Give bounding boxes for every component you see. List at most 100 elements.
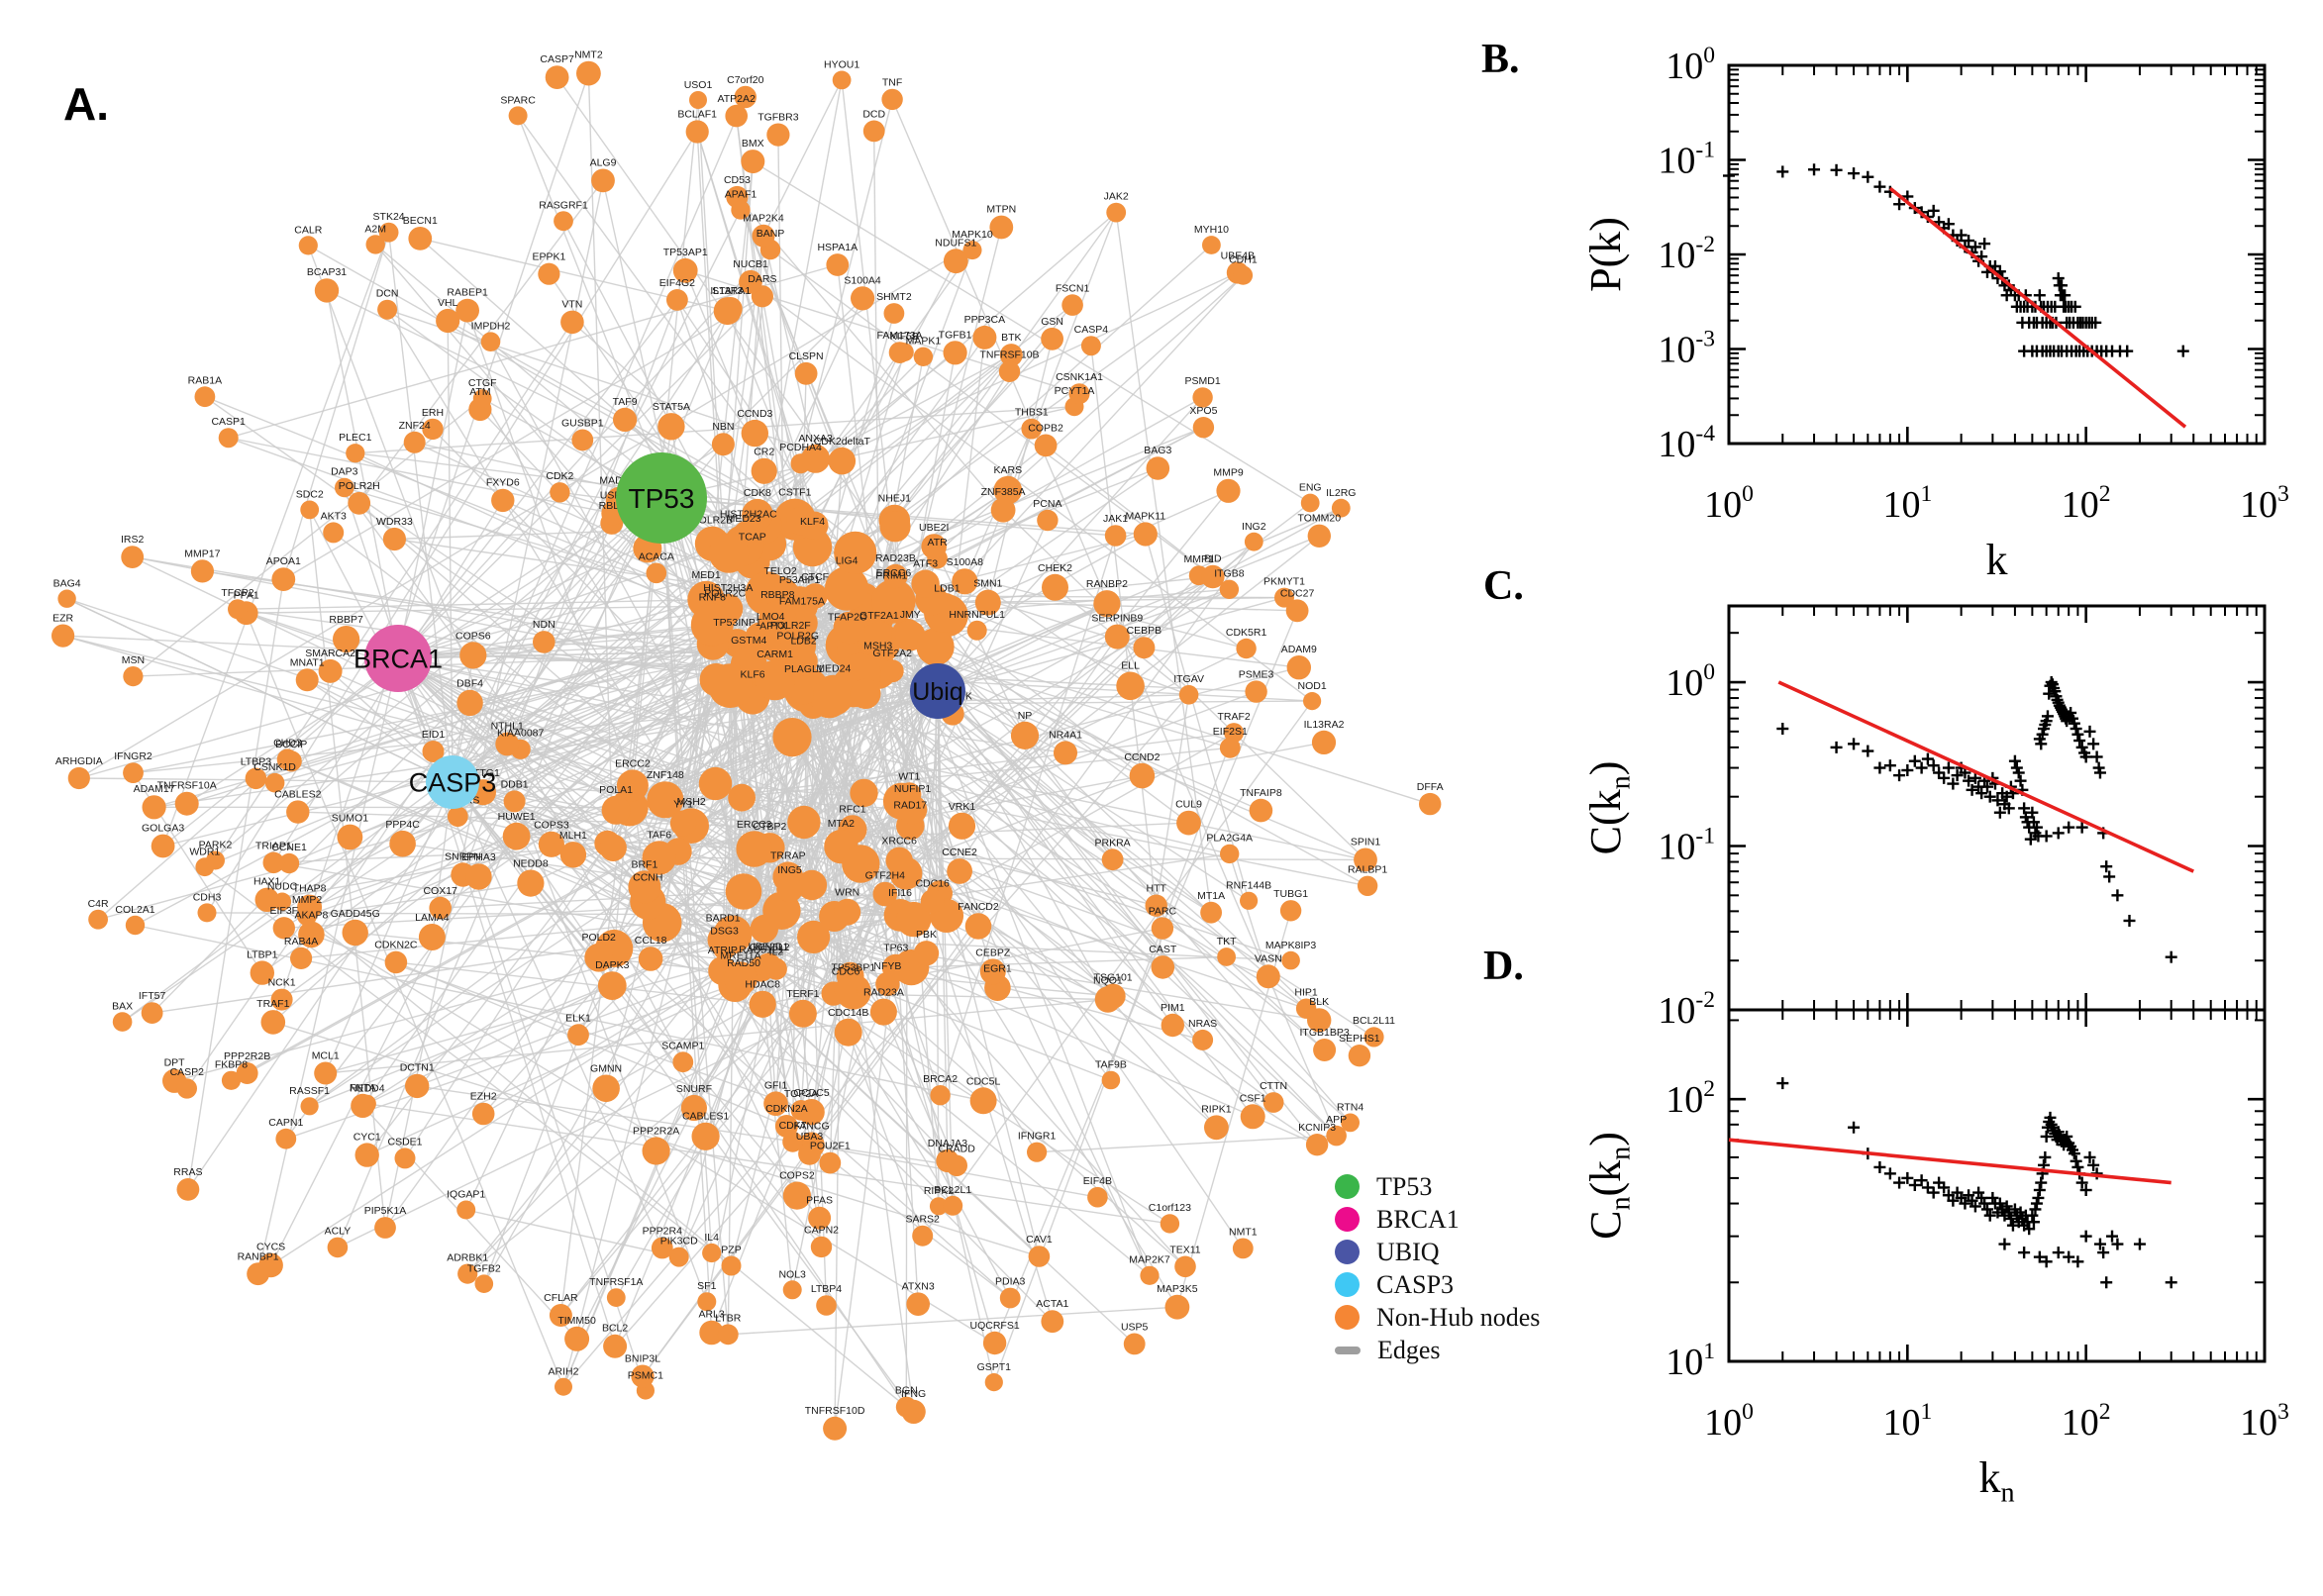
network-node bbox=[1087, 1186, 1108, 1208]
network-node-label: ITGB8 bbox=[1214, 568, 1245, 580]
network-node bbox=[176, 1078, 197, 1099]
network-node bbox=[1027, 1142, 1048, 1162]
network-node bbox=[592, 1074, 620, 1103]
network-node-label: MAPK1 bbox=[906, 336, 942, 348]
network-node bbox=[982, 1331, 1007, 1355]
network-node bbox=[646, 562, 667, 584]
network-node bbox=[1192, 417, 1215, 439]
network-node bbox=[342, 919, 368, 947]
network-node-label: KIAA0087 bbox=[497, 728, 544, 740]
network-node-label: DBF4 bbox=[456, 678, 483, 690]
network-node bbox=[883, 563, 908, 589]
legend-label: Edges bbox=[1377, 1335, 1441, 1364]
network-node-label: BCAP31 bbox=[307, 266, 347, 278]
network-edge bbox=[466, 310, 660, 858]
network-node-label: CDC6 bbox=[832, 966, 860, 978]
network-node bbox=[883, 303, 905, 324]
network-node-label: CASP7 bbox=[540, 53, 574, 65]
network-node bbox=[741, 419, 768, 448]
network-node bbox=[702, 1243, 722, 1263]
network-node-label: DCTN1 bbox=[400, 1062, 435, 1074]
network-node bbox=[1200, 901, 1222, 924]
network-node bbox=[800, 511, 829, 540]
network-node bbox=[713, 937, 736, 960]
network-node-label: MTA2 bbox=[828, 818, 855, 830]
network-node-label: ZNF24 bbox=[399, 420, 431, 432]
network-node-label: RAB4A bbox=[284, 936, 318, 948]
network-node bbox=[826, 253, 850, 276]
network-node-label: VHL bbox=[438, 297, 458, 309]
network-node-label: FKBP8 bbox=[215, 1059, 248, 1071]
network-node bbox=[920, 889, 945, 914]
network-node bbox=[969, 1087, 997, 1115]
network-edge bbox=[1002, 509, 1366, 860]
network-node bbox=[606, 1288, 626, 1307]
network-node bbox=[1161, 1013, 1185, 1038]
network-edge bbox=[728, 1306, 1177, 1336]
network-node bbox=[796, 869, 828, 901]
network-edge bbox=[1229, 853, 1269, 977]
network-node bbox=[418, 924, 446, 950]
network-edge bbox=[469, 702, 743, 799]
network-node bbox=[669, 810, 697, 837]
network-node-label: WT1 bbox=[898, 770, 920, 782]
network-node-label: HAX1 bbox=[253, 876, 281, 888]
network-node bbox=[698, 766, 733, 801]
network-node bbox=[1094, 986, 1122, 1013]
network-node-label: P53AIP1 bbox=[779, 574, 821, 586]
network-node bbox=[300, 1097, 319, 1116]
network-node-label: EPHA3 bbox=[461, 851, 496, 863]
network-node bbox=[1313, 1039, 1337, 1061]
network-node bbox=[943, 1195, 963, 1216]
network-node-label: BCL2 bbox=[602, 1323, 628, 1335]
network-node bbox=[947, 858, 972, 884]
network-node bbox=[999, 344, 1023, 367]
network-node-label: CTBP2 bbox=[753, 821, 786, 833]
network-edge bbox=[884, 541, 1255, 895]
network-node bbox=[616, 769, 649, 802]
network-edge bbox=[799, 520, 995, 1383]
network-node bbox=[290, 947, 313, 970]
network-edge bbox=[935, 646, 1431, 805]
network-node-label: ELK1 bbox=[565, 1012, 591, 1024]
network-node-label: CTGF bbox=[468, 377, 497, 389]
network-node bbox=[943, 341, 967, 365]
network-node-label: CSNK1D bbox=[253, 761, 296, 773]
network-node bbox=[190, 559, 214, 583]
tick-label: 101 bbox=[1666, 1339, 1715, 1383]
network-node bbox=[724, 961, 758, 996]
network-node bbox=[533, 631, 556, 653]
network-node bbox=[218, 428, 239, 449]
network-node bbox=[123, 762, 144, 783]
network-edge bbox=[387, 232, 454, 783]
network-edge bbox=[802, 490, 1230, 1015]
network-node bbox=[782, 1181, 812, 1210]
network-node bbox=[789, 675, 819, 705]
network-edge bbox=[736, 196, 1004, 511]
network-node bbox=[993, 475, 1023, 505]
network-node bbox=[816, 1295, 837, 1316]
network-node bbox=[834, 977, 858, 1002]
network-node-label: CASP1 bbox=[211, 416, 246, 428]
network-node-label: CAPN1 bbox=[268, 1117, 303, 1129]
network-node-label: CD53 bbox=[724, 174, 751, 186]
chart-b: 100 10-1 10-2 10-3 10-4 100 101 102 103 P(k) k bbox=[1581, 43, 2289, 584]
network-node-label: TEX11 bbox=[1169, 1245, 1200, 1256]
network-edge bbox=[559, 872, 907, 1316]
network-node-label: SPARC bbox=[500, 94, 536, 106]
network-node bbox=[472, 389, 492, 408]
network-edge bbox=[677, 850, 770, 966]
network-node-label: CCND3 bbox=[737, 408, 772, 420]
hub-node-label: CASP3 bbox=[409, 767, 497, 797]
network-edge bbox=[447, 320, 454, 783]
network-node bbox=[1245, 680, 1267, 703]
node-swatch-icon bbox=[1335, 1240, 1360, 1264]
network-node-label: GSTM4 bbox=[731, 635, 766, 647]
network-edge bbox=[186, 915, 308, 1089]
network-node-label: POU2F1 bbox=[810, 1141, 851, 1152]
network-node-label: NDUFS1 bbox=[935, 237, 976, 249]
network-edge bbox=[1037, 1135, 1337, 1153]
network-node-label: RBBP7 bbox=[329, 614, 363, 626]
axis-ticks bbox=[1727, 606, 2267, 1012]
network-edge bbox=[813, 936, 1320, 1022]
